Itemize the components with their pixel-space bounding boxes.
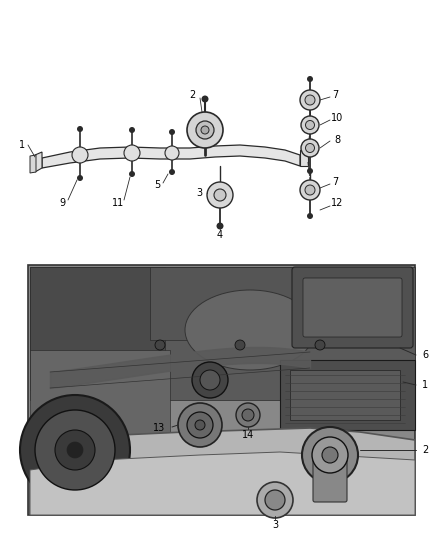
- Circle shape: [207, 182, 233, 208]
- Circle shape: [20, 395, 130, 505]
- Circle shape: [129, 127, 135, 133]
- Circle shape: [307, 213, 313, 219]
- Text: 12: 12: [331, 198, 343, 208]
- Circle shape: [300, 90, 320, 110]
- Text: 9: 9: [59, 198, 65, 208]
- Circle shape: [192, 362, 228, 398]
- Text: 2: 2: [189, 90, 195, 100]
- Circle shape: [216, 222, 223, 230]
- Circle shape: [265, 490, 285, 510]
- Circle shape: [315, 340, 325, 350]
- Circle shape: [196, 121, 214, 139]
- Text: 13: 13: [153, 423, 165, 433]
- Circle shape: [307, 168, 313, 174]
- Circle shape: [178, 403, 222, 447]
- Bar: [28, 265, 415, 515]
- Text: 1: 1: [19, 140, 25, 150]
- Polygon shape: [290, 370, 400, 420]
- Text: 3: 3: [196, 188, 202, 198]
- Circle shape: [201, 95, 208, 102]
- Circle shape: [77, 175, 83, 181]
- Circle shape: [305, 143, 314, 152]
- Circle shape: [155, 340, 165, 350]
- Circle shape: [301, 116, 319, 134]
- Circle shape: [72, 147, 88, 163]
- Circle shape: [165, 146, 179, 160]
- Circle shape: [214, 189, 226, 201]
- Text: 14: 14: [242, 430, 254, 440]
- Text: 1: 1: [422, 380, 428, 390]
- Circle shape: [169, 129, 175, 135]
- Circle shape: [307, 76, 313, 82]
- Circle shape: [55, 430, 95, 470]
- Circle shape: [77, 126, 83, 132]
- Circle shape: [301, 139, 319, 157]
- Polygon shape: [30, 452, 415, 515]
- Polygon shape: [300, 150, 308, 166]
- Text: 7: 7: [332, 90, 338, 100]
- Polygon shape: [30, 155, 36, 173]
- Circle shape: [305, 95, 315, 105]
- Circle shape: [201, 126, 209, 134]
- Text: 4: 4: [217, 230, 223, 240]
- Circle shape: [67, 442, 83, 458]
- Polygon shape: [30, 350, 170, 510]
- Circle shape: [187, 412, 213, 438]
- Text: 10: 10: [331, 113, 343, 123]
- Circle shape: [200, 370, 220, 390]
- Ellipse shape: [185, 290, 315, 370]
- Text: 11: 11: [112, 198, 124, 208]
- Circle shape: [236, 403, 260, 427]
- Circle shape: [195, 420, 205, 430]
- Polygon shape: [30, 267, 165, 390]
- Circle shape: [312, 437, 348, 473]
- Circle shape: [35, 410, 115, 490]
- Circle shape: [124, 145, 140, 161]
- Circle shape: [129, 171, 135, 177]
- Text: 8: 8: [334, 135, 340, 145]
- Polygon shape: [150, 267, 380, 340]
- Circle shape: [187, 112, 223, 148]
- Circle shape: [305, 120, 314, 130]
- Text: 3: 3: [272, 520, 278, 530]
- Polygon shape: [30, 267, 415, 400]
- Text: 2: 2: [422, 445, 428, 455]
- Circle shape: [300, 180, 320, 200]
- FancyBboxPatch shape: [303, 278, 402, 337]
- Circle shape: [322, 447, 338, 463]
- Polygon shape: [280, 360, 415, 430]
- Circle shape: [305, 185, 315, 195]
- Text: 6: 6: [422, 350, 428, 360]
- FancyBboxPatch shape: [292, 267, 413, 348]
- Circle shape: [242, 409, 254, 421]
- Text: 5: 5: [154, 180, 160, 190]
- Polygon shape: [35, 152, 42, 172]
- Circle shape: [302, 427, 358, 483]
- Text: 7: 7: [332, 177, 338, 187]
- Circle shape: [235, 340, 245, 350]
- Polygon shape: [42, 145, 300, 168]
- FancyBboxPatch shape: [313, 453, 347, 502]
- Circle shape: [257, 482, 293, 518]
- Polygon shape: [30, 428, 415, 515]
- Circle shape: [169, 169, 175, 175]
